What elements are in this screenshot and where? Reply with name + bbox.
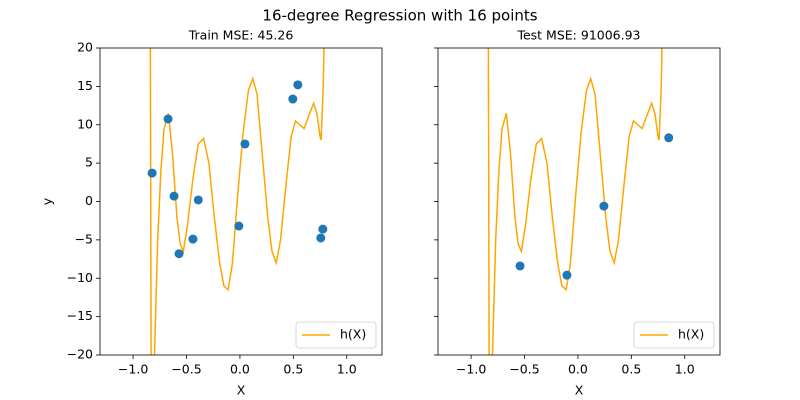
axes-title: Train MSE: 45.26 <box>188 28 294 43</box>
plot-area <box>147 48 328 355</box>
data-point <box>240 139 250 149</box>
x-tick-label: −0.5 <box>171 362 201 377</box>
data-point <box>562 270 572 280</box>
data-point <box>288 94 298 104</box>
y-tick-label: 15 <box>77 78 93 93</box>
data-point <box>163 114 173 124</box>
x-tick-label: −1.0 <box>118 362 148 377</box>
y-tick-label: −15 <box>67 308 93 323</box>
data-point <box>174 249 184 259</box>
data-point <box>599 201 609 211</box>
y-tick-label: −10 <box>67 270 93 285</box>
legend-box <box>295 321 377 349</box>
y-tick-label: 20 <box>77 40 93 55</box>
regression-curve <box>487 48 663 355</box>
data-point <box>169 191 179 201</box>
data-point <box>664 133 674 143</box>
x-tick-label: 0.5 <box>283 362 303 377</box>
y-tick-label: −5 <box>75 231 93 246</box>
axes-frame <box>437 47 721 356</box>
data-point <box>318 224 328 234</box>
y-axis-label: y <box>40 197 55 205</box>
x-tick-label: −0.5 <box>509 362 539 377</box>
legend-label: h(X) <box>340 327 366 342</box>
axes-title: Test MSE: 91006.93 <box>516 28 640 43</box>
x-tick-label: −1.0 <box>456 362 486 377</box>
y-tick-label: 5 <box>85 155 93 170</box>
data-point <box>193 195 203 205</box>
y-tick-label: −20 <box>67 347 93 362</box>
data-point <box>293 80 303 90</box>
y-tick-label: 0 <box>85 193 93 208</box>
x-tick-label: 0.0 <box>568 362 588 377</box>
data-point <box>234 221 244 231</box>
x-tick-label: 0.5 <box>621 362 641 377</box>
legend-box <box>633 321 715 349</box>
x-tick-label: 1.0 <box>337 362 357 377</box>
plot-area <box>487 48 674 355</box>
regression-curve <box>149 48 325 355</box>
y-tick-label: 10 <box>77 116 93 131</box>
data-point <box>316 233 326 243</box>
x-tick-label: 1.0 <box>675 362 695 377</box>
data-point <box>188 234 198 244</box>
legend-label: h(X) <box>678 327 704 342</box>
x-axis-label: X <box>237 383 246 398</box>
data-point <box>147 168 157 178</box>
x-axis-label: X <box>575 383 584 398</box>
figure-title: 16-degree Regression with 16 points <box>262 7 537 25</box>
data-point <box>515 261 525 271</box>
axes-frame <box>99 47 383 356</box>
x-tick-label: 0.0 <box>230 362 250 377</box>
